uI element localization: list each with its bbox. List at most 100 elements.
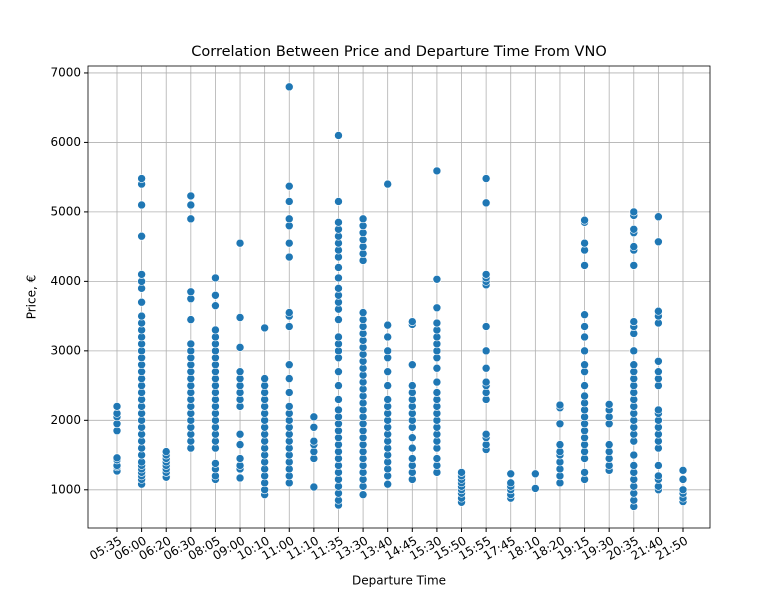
point <box>284 308 294 317</box>
point <box>629 317 639 326</box>
point <box>334 284 343 293</box>
point <box>580 360 589 370</box>
point <box>186 191 196 201</box>
point <box>211 459 220 468</box>
point <box>334 381 343 390</box>
point <box>408 360 417 370</box>
y-axis-label: Price, € <box>25 275 39 320</box>
point <box>137 174 146 183</box>
point <box>137 297 146 307</box>
chart-title: Correlation Between Price and Departure … <box>191 44 606 60</box>
point <box>284 360 294 370</box>
point <box>235 238 245 248</box>
point <box>408 381 417 390</box>
point <box>604 400 614 409</box>
point <box>481 429 491 439</box>
point <box>457 468 466 477</box>
point <box>654 471 663 481</box>
point <box>284 374 294 383</box>
point <box>629 461 639 470</box>
point <box>137 200 146 210</box>
point <box>309 422 319 432</box>
y-tick-label: 6000 <box>50 135 81 149</box>
point <box>358 214 368 224</box>
point <box>654 212 663 222</box>
point <box>481 363 491 373</box>
point <box>284 82 294 92</box>
point <box>580 238 589 248</box>
point <box>137 270 146 279</box>
point <box>481 198 491 208</box>
point <box>235 343 245 352</box>
point <box>112 453 122 463</box>
point <box>678 466 688 475</box>
y-tick-label: 5000 <box>50 204 81 218</box>
point <box>186 214 196 224</box>
point <box>284 322 294 331</box>
y-tick-label: 1000 <box>50 482 81 496</box>
point <box>235 473 245 483</box>
point <box>334 131 343 140</box>
point <box>654 461 663 470</box>
point <box>604 440 614 449</box>
point <box>654 306 663 316</box>
point <box>580 322 589 331</box>
point <box>629 450 639 460</box>
point <box>481 322 491 331</box>
point <box>629 207 639 217</box>
point <box>580 261 589 270</box>
point <box>383 332 392 342</box>
point <box>211 290 220 300</box>
point <box>383 346 392 356</box>
point <box>309 482 319 492</box>
point <box>432 377 442 387</box>
point <box>580 381 589 390</box>
point <box>235 367 245 376</box>
point <box>186 287 196 297</box>
point <box>235 454 245 463</box>
point <box>383 479 392 489</box>
point <box>334 197 343 206</box>
point <box>383 367 392 376</box>
point <box>383 320 392 330</box>
point <box>112 402 122 411</box>
point <box>408 433 417 442</box>
point <box>284 197 294 206</box>
point <box>284 181 294 191</box>
point <box>408 443 417 453</box>
point <box>580 346 589 356</box>
point <box>580 310 589 320</box>
point <box>654 356 663 366</box>
point <box>506 478 516 488</box>
point <box>481 346 491 356</box>
point <box>432 363 442 373</box>
point <box>383 381 392 390</box>
point <box>309 436 319 446</box>
point <box>161 447 171 456</box>
point <box>654 405 663 415</box>
point <box>432 318 442 328</box>
point <box>654 237 663 247</box>
point <box>334 263 343 272</box>
point <box>629 261 639 270</box>
point <box>358 308 368 317</box>
point <box>432 166 442 176</box>
point <box>284 388 294 397</box>
point <box>284 238 294 248</box>
y-tick-label: 7000 <box>50 65 81 79</box>
point <box>211 301 220 310</box>
point <box>383 179 392 189</box>
point <box>629 346 639 356</box>
point <box>678 485 688 495</box>
point <box>629 360 639 370</box>
point <box>531 469 540 479</box>
point <box>260 323 269 333</box>
point <box>432 303 442 313</box>
point <box>580 332 589 342</box>
point <box>334 367 343 376</box>
point <box>555 440 565 449</box>
point <box>506 469 516 479</box>
point <box>211 273 220 283</box>
point <box>580 215 589 225</box>
y-tick-label: 2000 <box>50 413 81 427</box>
